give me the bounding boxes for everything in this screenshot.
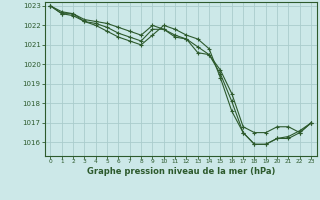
X-axis label: Graphe pression niveau de la mer (hPa): Graphe pression niveau de la mer (hPa) <box>87 167 275 176</box>
